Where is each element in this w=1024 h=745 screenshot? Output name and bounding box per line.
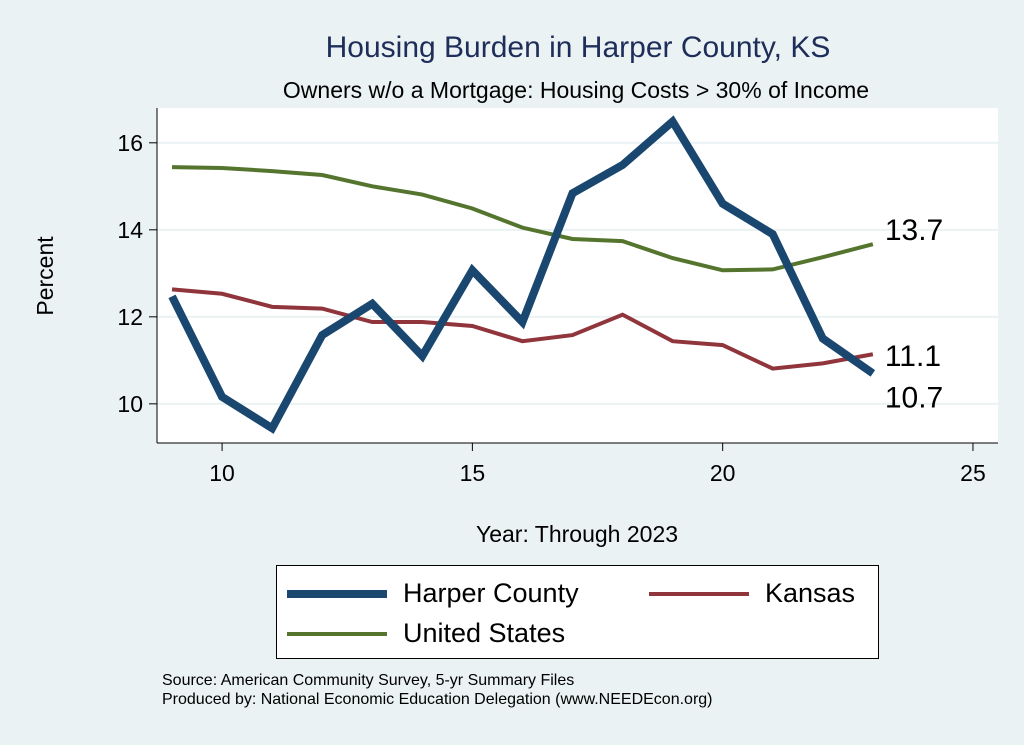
x-tick-label: 15	[460, 460, 486, 486]
legend-item-harper: Harper County	[287, 578, 579, 609]
series-line-united-states	[171, 165, 874, 273]
legend-item-us: United States	[287, 618, 565, 649]
x-axis-label: Year: Through 2023	[476, 521, 678, 547]
legend-label: United States	[403, 618, 566, 648]
plot-area	[157, 108, 998, 443]
x-tick-label: 10	[209, 460, 235, 486]
y-tick-label: 16	[117, 130, 143, 156]
chart-subtitle: Owners w/o a Mortgage: Housing Costs > 3…	[283, 77, 869, 103]
y-tick-label: 14	[117, 217, 143, 243]
series-line-kansas	[171, 287, 874, 371]
legend-label: Kansas	[765, 578, 856, 608]
end-label: 11.1	[885, 340, 941, 373]
chart-title: Housing Burden in Harper County, KS	[326, 31, 831, 64]
legend-swatch	[287, 589, 387, 598]
legend-label: Harper County	[403, 578, 579, 608]
end-label: 10.7	[885, 381, 943, 414]
legend: Harper County Kansas United States	[276, 565, 879, 659]
end-label: 13.7	[885, 214, 943, 247]
producer-note: Produced by: National Economic Education…	[162, 691, 713, 708]
y-axis-label: Percent	[32, 236, 58, 316]
legend-swatch	[287, 631, 387, 636]
legend-swatch	[649, 591, 749, 596]
y-tick-label: 12	[117, 304, 143, 330]
x-tick-label: 20	[710, 460, 736, 486]
y-tick-label: 10	[117, 391, 143, 417]
legend-item-kansas: Kansas	[649, 578, 855, 609]
source-note: Source: American Community Survey, 5-yr …	[162, 672, 575, 689]
series-line-harper-county	[168, 115, 876, 434]
x-tick-label: 25	[960, 460, 986, 486]
